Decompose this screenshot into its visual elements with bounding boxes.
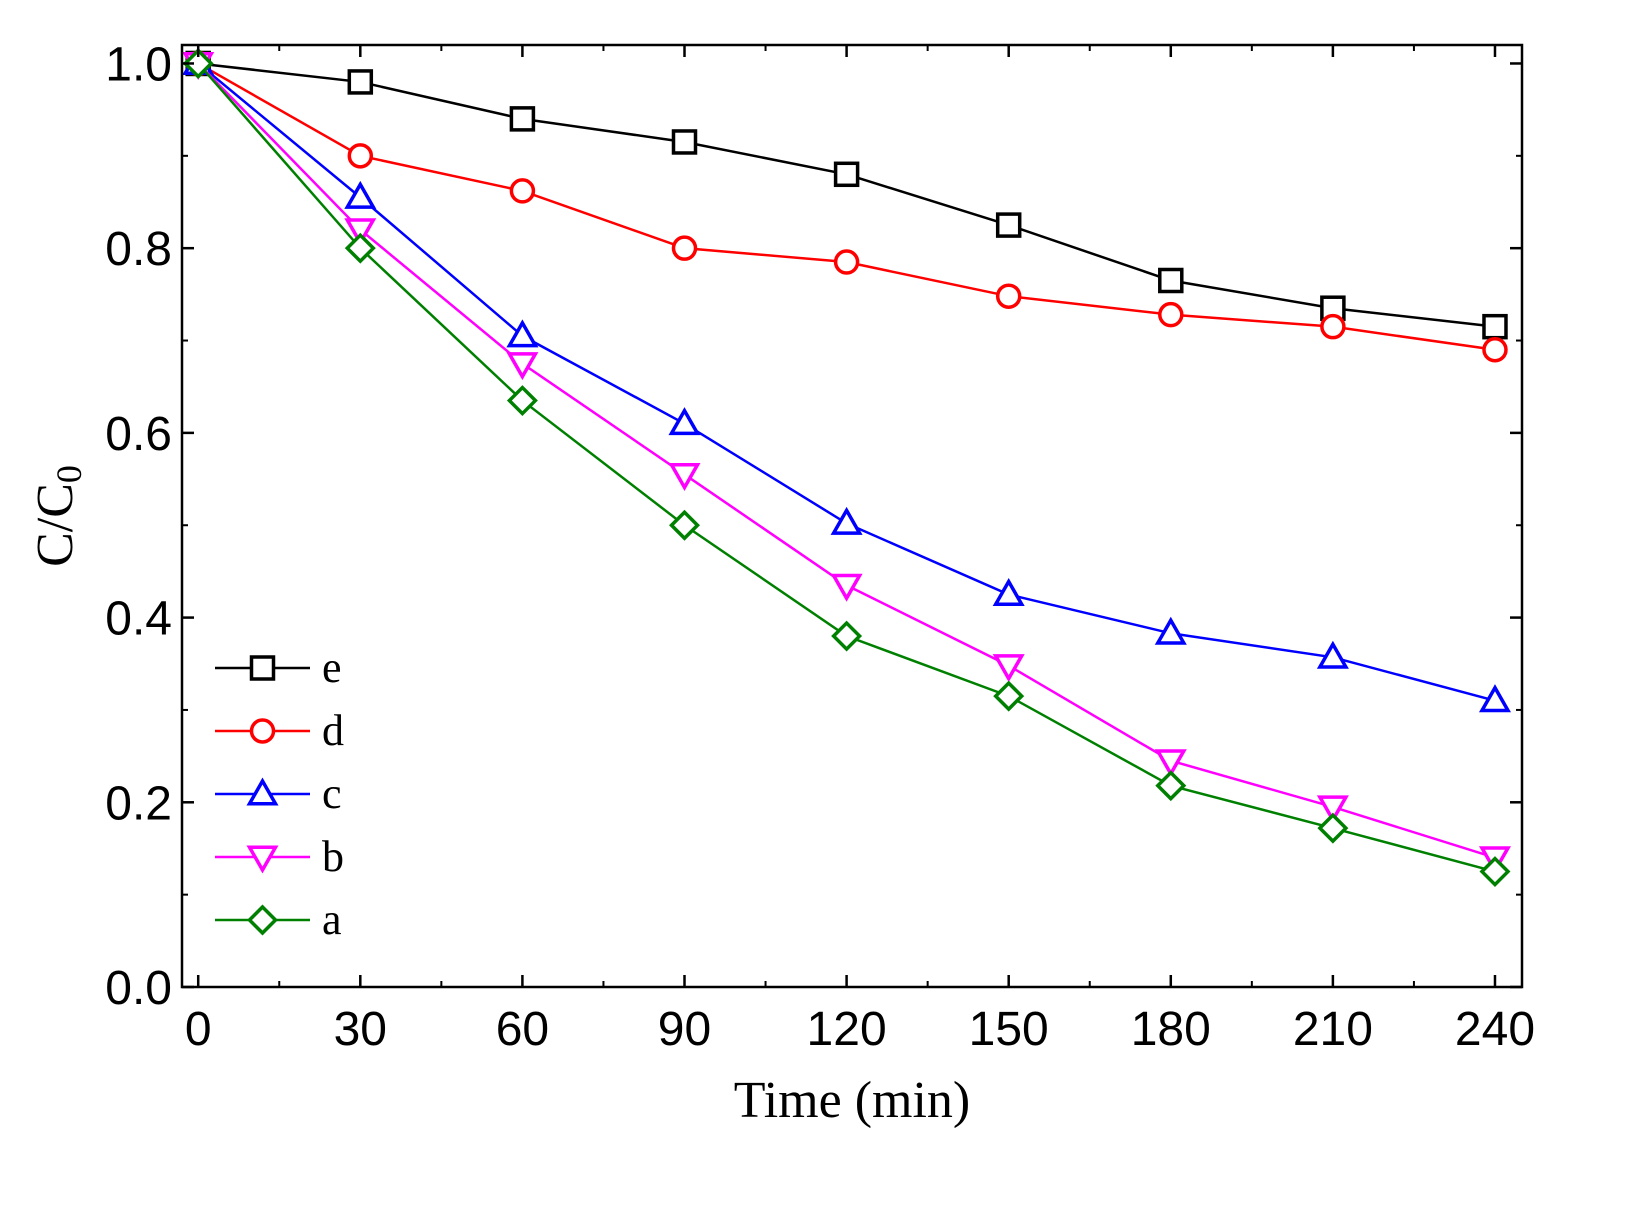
data-point-d <box>671 235 698 261</box>
x-tick-label: 240 <box>1455 1003 1535 1056</box>
x-tick-label: 30 <box>334 1003 387 1056</box>
data-point-a <box>1155 770 1187 802</box>
series-line-c <box>197 62 1496 702</box>
data-point-e <box>833 161 860 188</box>
data-point-c <box>830 506 863 535</box>
data-point-b <box>506 352 539 381</box>
data-point-a <box>344 232 376 264</box>
series-line-e <box>198 62 1496 328</box>
series-e <box>185 50 1508 340</box>
y-axis-title-main: C/C <box>27 483 84 567</box>
data-point-b <box>1154 749 1187 778</box>
data-point-e <box>995 212 1022 238</box>
series-c <box>182 46 1511 713</box>
data-point-c <box>992 577 1025 606</box>
legend-item-d: d <box>215 706 344 755</box>
data-point-a <box>1479 856 1511 888</box>
series-b <box>182 51 1511 875</box>
plot-frame <box>180 43 1524 989</box>
data-point-d <box>509 178 536 204</box>
legend-marker <box>247 904 278 936</box>
data-point-a <box>506 385 538 417</box>
data-point-d <box>1158 301 1184 328</box>
y-tick-label: 0.6 <box>105 408 172 461</box>
legend-item-c: c <box>215 769 342 818</box>
series-a <box>182 47 1511 888</box>
data-point-c <box>506 319 539 348</box>
data-point-c <box>1316 640 1349 669</box>
data-point-d <box>995 283 1022 309</box>
series-line-d <box>197 62 1496 352</box>
legend-item-a: a <box>215 895 342 944</box>
data-point-e <box>1158 267 1184 294</box>
data-point-e <box>509 106 536 132</box>
legend-item-b: b <box>215 832 344 881</box>
x-tick-label: 60 <box>496 1003 549 1056</box>
legend-marker <box>249 718 276 744</box>
data-point-a <box>831 620 863 652</box>
legend-marker <box>249 655 276 681</box>
data-point-c <box>1154 616 1187 645</box>
legend-item-e: e <box>215 643 342 692</box>
data-point-c <box>344 180 377 209</box>
data-point-d <box>347 143 374 169</box>
x-axis-title: Time (min) <box>734 1072 970 1129</box>
series-d <box>185 50 1508 363</box>
data-point-e <box>1482 313 1508 340</box>
data-point-a <box>1317 812 1349 844</box>
legend-label: c <box>322 769 342 818</box>
y-tick-label: 0.4 <box>105 593 172 646</box>
data-point-a <box>669 509 700 541</box>
legend-marker <box>246 845 279 874</box>
data-point-a <box>993 680 1025 712</box>
data-point-d <box>1482 337 1508 363</box>
data-point-b <box>1316 795 1349 824</box>
x-tick-label: 150 <box>969 1003 1049 1056</box>
axes-layer: 0 30 60 90 120 150 180 210 240 0.0 0.2 0.4 0.6 0.8 1.0 <box>105 38 1535 1056</box>
y-tick-label: 1.0 <box>105 38 172 91</box>
legend-label: a <box>322 895 342 944</box>
y-tick-label: 0.2 <box>105 777 172 830</box>
data-point-c <box>668 407 701 436</box>
legend-label: b <box>322 832 344 881</box>
data-point-b <box>344 218 377 247</box>
legend-label: d <box>322 706 344 755</box>
data-point-d <box>833 249 860 275</box>
plot-layer <box>182 46 1511 888</box>
x-tick-label: 180 <box>1131 1003 1211 1056</box>
x-tick-label: 210 <box>1293 1003 1373 1056</box>
data-point-b <box>668 462 701 491</box>
data-point-d <box>1320 313 1346 340</box>
data-point-e <box>347 69 374 95</box>
x-tick-label: 90 <box>658 1003 711 1056</box>
data-point-b <box>830 573 863 602</box>
data-point-e <box>671 129 698 155</box>
y-tick-label: 0.8 <box>105 223 172 276</box>
data-point-c <box>1478 684 1511 713</box>
x-tick-label: 0 <box>185 1003 212 1056</box>
x-tick-label: 120 <box>807 1003 887 1056</box>
legend-marker <box>246 777 279 806</box>
legend-label: e <box>322 643 342 692</box>
y-axis-title-subscript: 0 <box>49 465 89 483</box>
y-axis-title: C/C0 <box>27 465 89 567</box>
data-point-a <box>182 47 214 79</box>
y-tick-label: 0.0 <box>105 962 172 1015</box>
data-point-b <box>992 654 1025 683</box>
